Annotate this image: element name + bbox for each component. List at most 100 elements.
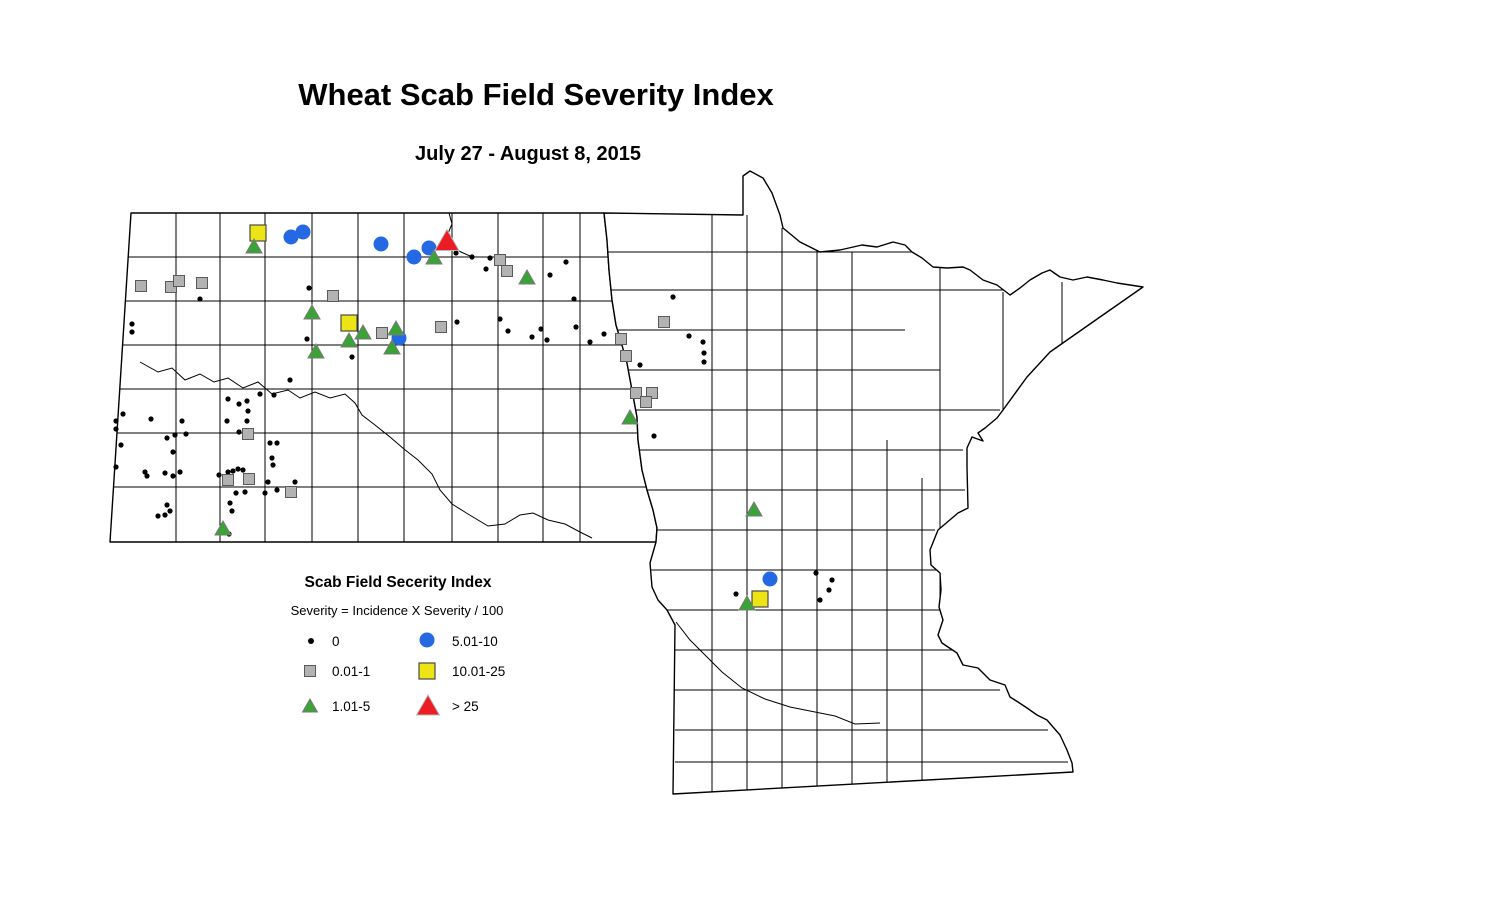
map-marker-gray-square (494, 254, 506, 266)
map-marker-gray-square (620, 350, 632, 362)
map-marker-dot (227, 500, 233, 506)
map-marker-dot (287, 377, 293, 383)
map-marker-dot (529, 334, 535, 340)
map-marker-dot (826, 587, 832, 593)
map-marker-dot (637, 362, 643, 368)
map-marker-green-triangle (354, 323, 372, 340)
map-marker-green-triangle (383, 338, 401, 355)
map-marker-dot (265, 479, 271, 485)
map-marker-dot (267, 440, 273, 446)
legend-symbol-dot-icon (308, 638, 314, 644)
map-marker-green-triangle (307, 342, 325, 359)
minnesota-river-line (675, 621, 881, 725)
map-marker-dot (229, 508, 235, 514)
map-marker-gray-square (242, 428, 254, 440)
map-marker-dot (129, 321, 135, 327)
map-marker-dot (113, 464, 119, 470)
map-marker-dot (487, 255, 493, 261)
map-marker-dot (244, 398, 250, 404)
map-marker-dot (651, 433, 657, 439)
map-marker-dot (113, 418, 119, 424)
map-marker-dot (544, 337, 550, 343)
map-marker-dot (306, 285, 312, 291)
map-marker-dot (164, 502, 170, 508)
map-marker-dot (142, 469, 148, 475)
map-marker-dot (242, 489, 248, 495)
missouri-river-line (139, 361, 593, 539)
map-marker-dot (454, 319, 460, 325)
map-marker-gray-square (640, 396, 652, 408)
map-marker-dot (179, 418, 185, 424)
map-marker-dot (183, 431, 189, 437)
map-marker-dot (547, 272, 553, 278)
map-marker-dot (686, 333, 692, 339)
map-marker-gray-square (615, 333, 627, 345)
map-marker-dot (505, 328, 511, 334)
map-marker-gray-square (658, 316, 670, 328)
page-subtitle: July 27 - August 8, 2015 (415, 143, 641, 165)
map-marker-dot (118, 442, 124, 448)
map-marker-green-triangle (214, 519, 232, 536)
map-marker-green-triangle (738, 594, 756, 611)
map-marker-dot (453, 250, 459, 256)
map-marker-gray-square (630, 387, 642, 399)
map-marker-dot (236, 429, 242, 435)
legend-label-10.01-25: 10.01-25 (452, 664, 505, 679)
map-marker-blue-circle (373, 236, 389, 252)
map-marker-dot (304, 336, 310, 342)
map-marker-dot (216, 472, 222, 478)
map-marker-dot (349, 354, 355, 360)
legend-label-5.01-10: 5.01-10 (452, 634, 498, 649)
map-marker-dot (129, 329, 135, 335)
map-marker-gray-square (327, 290, 339, 302)
map-marker-dot (167, 508, 173, 514)
north-dakota-county-grid (110, 213, 657, 542)
map-marker-dot (225, 469, 231, 475)
map-marker-dot (292, 479, 298, 485)
map-marker-dot (257, 391, 263, 397)
map-marker-dot (162, 512, 168, 518)
map-marker-dot (601, 331, 607, 337)
map-marker-green-triangle (387, 319, 405, 336)
legend-label-gt-25: > 25 (452, 699, 479, 714)
map-marker-dot (269, 455, 275, 461)
legend-title: Scab Field Secerity Index (305, 574, 492, 591)
map-marker-dot (235, 466, 241, 472)
map-marker-dot (483, 266, 489, 272)
map-marker-gray-square (135, 280, 147, 292)
map-marker-green-triangle (518, 268, 536, 285)
map-marker-dot (497, 316, 503, 322)
map-marker-dot (144, 473, 150, 479)
map-marker-dot (587, 339, 593, 345)
map-marker-dot (829, 577, 835, 583)
map-marker-gray-square (501, 265, 513, 277)
map-marker-gray-square (173, 275, 185, 287)
map-marker-dot (170, 449, 176, 455)
legend-symbol-gray-square-icon (304, 665, 316, 677)
map-marker-blue-circle (295, 224, 311, 240)
map-marker-red-triangle (434, 228, 460, 251)
map-marker-dot (148, 416, 154, 422)
map-marker-dot (155, 513, 161, 519)
map-marker-dot (162, 470, 168, 476)
map-marker-blue-circle (283, 229, 299, 245)
map-marker-dot (236, 401, 242, 407)
map-marker-dot (245, 408, 251, 414)
map-marker-dot (230, 468, 236, 474)
map-marker-green-triangle (245, 237, 263, 254)
map-marker-dot (262, 490, 268, 496)
map-marker-dot (469, 254, 475, 260)
map-marker-dot (571, 296, 577, 302)
map-marker-dot (172, 432, 178, 438)
map-marker-dot (274, 440, 280, 446)
map-marker-gray-square (196, 277, 208, 289)
map-marker-dot (224, 418, 230, 424)
map-marker-gray-square (222, 474, 234, 486)
map-marker-dot (244, 418, 250, 424)
map-marker-dot (538, 326, 544, 332)
map-marker-dot (573, 324, 579, 330)
map-marker-dot (170, 473, 176, 479)
map-marker-dot (813, 570, 819, 576)
